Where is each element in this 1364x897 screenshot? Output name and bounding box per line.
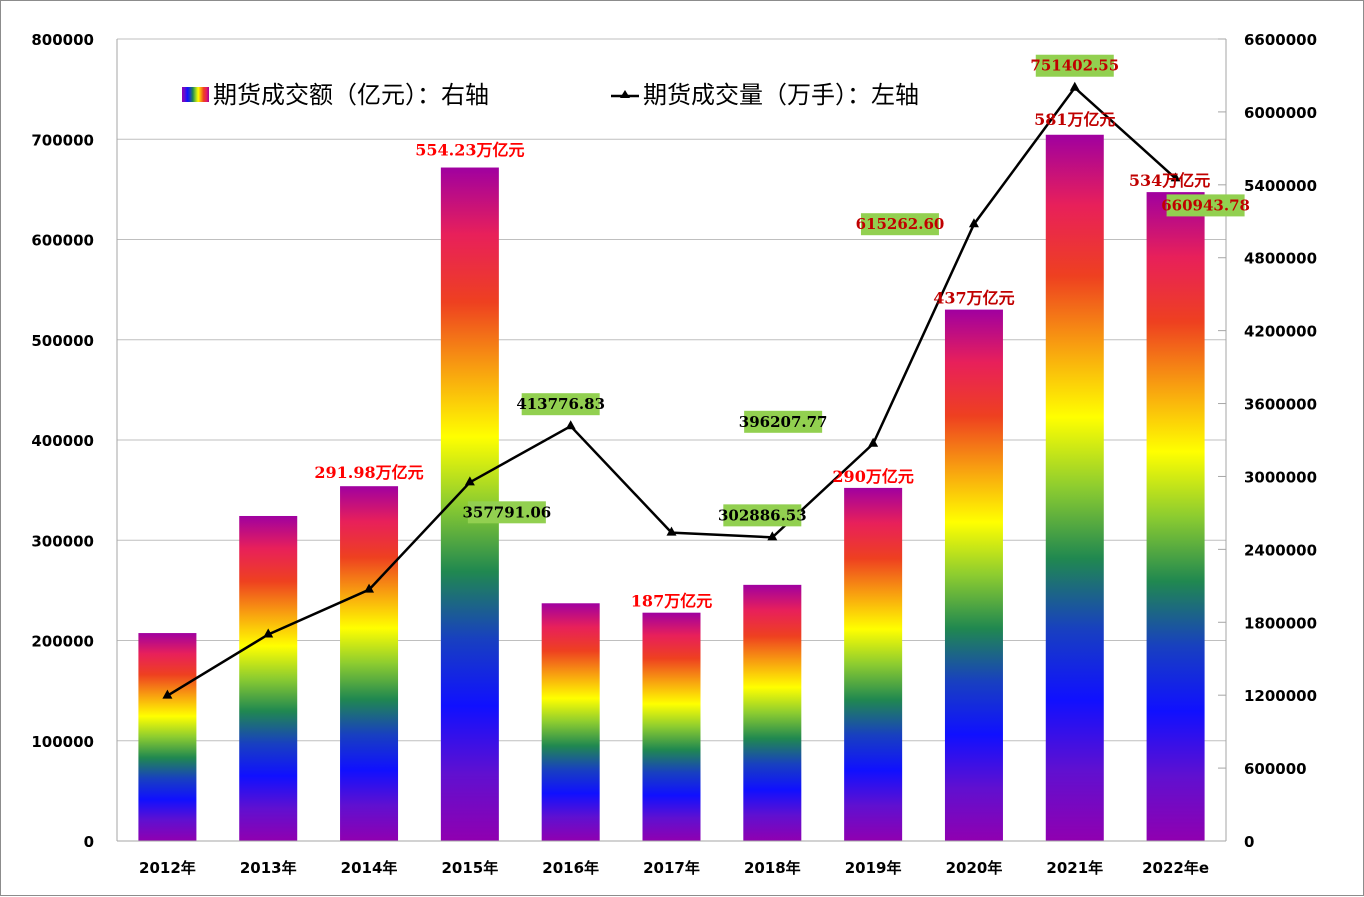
line-data-labels: 357791.06 413776.83 302886.53 396207.77 6152…	[463, 54, 1250, 527]
triangle-marker	[162, 689, 173, 699]
point-label-box	[860, 213, 939, 236]
point-data-label: 302886.53	[718, 506, 807, 524]
point-data-label: 660943.78	[1161, 196, 1250, 214]
point-data-label: 396207.77	[739, 413, 828, 431]
triangle-marker	[968, 218, 979, 228]
point-label-box	[1166, 194, 1245, 217]
triangle-marker	[464, 476, 475, 486]
bar-data-label: 554.23万亿元	[415, 141, 524, 160]
right-axis-tick-label: 3000000	[1244, 468, 1317, 486]
left-axis-tick-label: 100000	[31, 733, 94, 751]
point-label-box	[1035, 54, 1114, 77]
left-axis-tick-label: 600000	[31, 232, 94, 250]
triangle-marker	[263, 628, 274, 638]
triangle-marker	[565, 420, 576, 430]
bar	[138, 633, 197, 841]
bar	[1146, 192, 1205, 842]
x-axis-tick-label: 2022年e	[1142, 859, 1209, 877]
legend-swatch-bars	[182, 87, 209, 102]
left-axis-tick-label: 200000	[31, 633, 94, 651]
legend: 期货成交额（亿元）：右轴 期货成交量（万手）：左轴	[182, 81, 919, 109]
x-axis-tick-label: 2017年	[643, 859, 700, 877]
right-axis-tick-label: 1800000	[1244, 614, 1317, 632]
gridlines	[117, 38, 1226, 742]
line-series	[162, 81, 1181, 699]
bar-data-label: 290万亿元	[832, 467, 913, 486]
right-axis-tick-label: 6600000	[1244, 31, 1317, 49]
left-axis-tick-label: 700000	[31, 131, 94, 149]
left-axis-tick-label: 400000	[31, 432, 94, 450]
x-axis-tick-label: 2021年	[1046, 859, 1103, 877]
bar	[944, 309, 1003, 841]
bar-data-label: 291.98万亿元	[314, 463, 423, 482]
bar-data-labels: 291.98万亿元 554.23万亿元 187万亿元 290万亿元 437万亿元 581万…	[314, 110, 1210, 611]
bar-data-label: 437万亿元	[933, 289, 1014, 308]
point-data-label: 357791.06	[463, 503, 552, 521]
bar	[541, 603, 600, 841]
point-label-box	[723, 504, 802, 527]
bar-data-label: 187万亿元	[631, 592, 712, 611]
x-axis-tick-label: 2015年	[441, 859, 498, 877]
x-axis-tick-label: 2012年	[139, 859, 196, 877]
bar-series	[138, 134, 1205, 842]
left-axis-tick-label: 500000	[31, 332, 94, 350]
bar	[743, 584, 802, 841]
triangle-marker	[1069, 81, 1080, 91]
legend-triangle-marker	[620, 90, 630, 98]
bar	[844, 487, 903, 841]
triangle-marker	[767, 531, 778, 541]
left-axis-tick-label: 300000	[31, 532, 94, 550]
x-axis-tick-label: 2013年	[240, 859, 297, 877]
left-axis-tick-label: 0	[84, 833, 94, 851]
bar	[239, 515, 298, 841]
right-axis-tick-label: 4200000	[1244, 323, 1317, 341]
bar	[642, 612, 701, 841]
triangle-marker	[364, 583, 375, 593]
right-axis-tick-label: 3600000	[1244, 396, 1317, 414]
point-data-label: 615262.60	[856, 215, 945, 233]
right-axis-tick-label: 5400000	[1244, 177, 1317, 195]
point-data-label: 413776.83	[516, 395, 605, 413]
right-axis-tick-label: 6000000	[1244, 104, 1317, 122]
x-axis-tick-label: 2018年	[744, 859, 801, 877]
bar-data-label: 581万亿元	[1034, 110, 1115, 129]
bar-data-label: 534万亿元	[1129, 171, 1210, 190]
bar	[340, 486, 399, 841]
axes: 0 100000 200000 300000 400000 500000 600000 700…	[31, 31, 1317, 877]
right-axis-tick-label: 1200000	[1244, 687, 1317, 705]
point-label-box	[467, 501, 546, 524]
x-axis-tick-label: 2019年	[845, 859, 902, 877]
triangle-marker	[666, 526, 677, 536]
right-axis-tick-label: 600000	[1244, 760, 1307, 778]
legend-label-line: 期货成交量（万手）：左轴	[643, 81, 919, 109]
right-axis-tick-label: 0	[1244, 833, 1254, 851]
point-data-label: 751402.55	[1030, 57, 1119, 75]
bar	[1045, 134, 1104, 842]
point-label-box	[521, 393, 600, 416]
right-axis-tick-label: 4800000	[1244, 250, 1317, 268]
triangle-marker	[1170, 172, 1181, 182]
right-axis-tick-label: 2400000	[1244, 541, 1317, 559]
triangle-marker	[868, 437, 879, 447]
x-axis-tick-label: 2020年	[946, 859, 1003, 877]
x-axis-tick-label: 2016年	[542, 859, 599, 877]
legend-label-bars: 期货成交额（亿元）：右轴	[213, 81, 489, 109]
point-label-box	[744, 410, 823, 433]
x-axis-tick-label: 2014年	[341, 859, 398, 877]
left-axis-tick-label: 800000	[31, 31, 94, 49]
